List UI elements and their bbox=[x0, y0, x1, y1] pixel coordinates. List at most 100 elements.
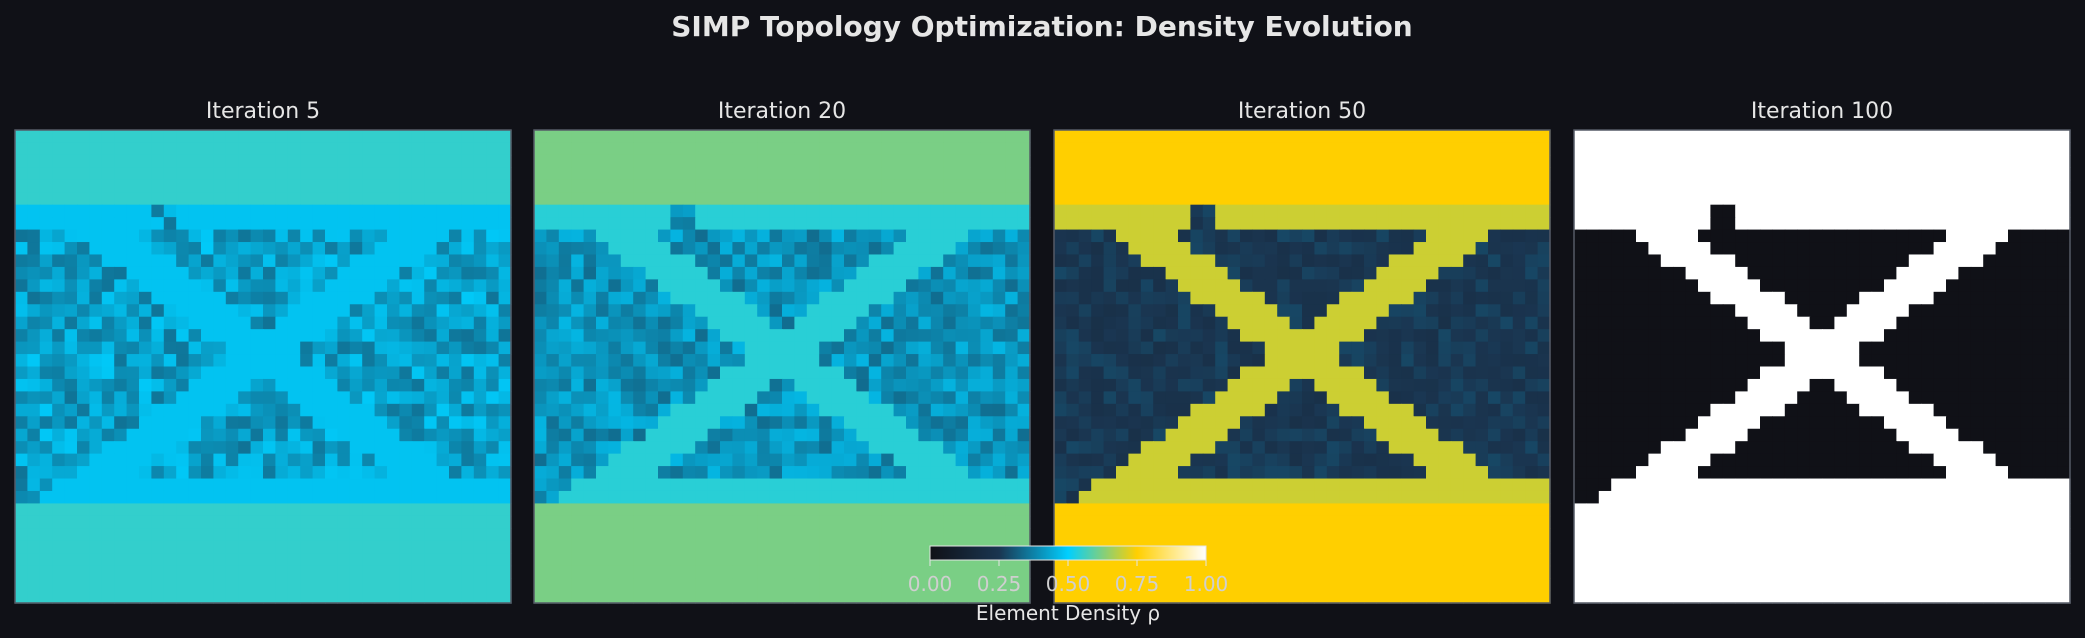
density-cell bbox=[930, 329, 944, 343]
density-cell bbox=[1128, 466, 1142, 480]
density-cell bbox=[633, 217, 647, 231]
density-cell bbox=[2045, 142, 2059, 156]
density-cell bbox=[819, 528, 833, 542]
density-cell bbox=[1351, 291, 1365, 305]
density-cell bbox=[64, 266, 78, 280]
density-cell bbox=[682, 217, 696, 231]
density-cell bbox=[1488, 167, 1501, 181]
density-cell bbox=[918, 179, 932, 193]
density-cell bbox=[782, 553, 795, 567]
density-cell bbox=[1054, 142, 1067, 156]
density-cell bbox=[546, 403, 560, 417]
density-cell bbox=[1351, 167, 1365, 181]
density-cell bbox=[1264, 378, 1278, 392]
density-cell bbox=[695, 229, 709, 243]
density-cell bbox=[1413, 540, 1427, 554]
density-cell bbox=[1326, 279, 1340, 293]
density-cell bbox=[955, 403, 969, 417]
density-cell bbox=[844, 304, 857, 318]
density-cell bbox=[720, 167, 733, 181]
density-cell bbox=[461, 565, 475, 579]
density-cell bbox=[89, 217, 103, 231]
density-cell bbox=[486, 341, 500, 355]
density-cell bbox=[1326, 578, 1340, 592]
density-cell bbox=[188, 341, 202, 355]
density-cell bbox=[856, 254, 870, 268]
density-cell bbox=[844, 490, 857, 505]
density-cell bbox=[794, 341, 808, 355]
density-cell bbox=[1388, 204, 1402, 218]
density-cell bbox=[868, 428, 882, 442]
density-cell bbox=[399, 503, 413, 517]
density-cell bbox=[534, 503, 547, 517]
density-cell bbox=[844, 204, 857, 218]
density-cell bbox=[1871, 142, 1885, 156]
density-cell bbox=[2057, 142, 2071, 156]
density-cell bbox=[325, 204, 338, 218]
density-cell bbox=[620, 316, 634, 330]
density-cell bbox=[461, 590, 475, 604]
density-cell bbox=[608, 179, 622, 193]
density-cell bbox=[300, 279, 314, 293]
density-cell bbox=[213, 316, 227, 330]
density-cell bbox=[498, 391, 512, 405]
density-cell bbox=[1426, 428, 1439, 442]
density-cell bbox=[707, 130, 721, 144]
density-cell bbox=[300, 590, 314, 604]
density-cell bbox=[782, 366, 795, 380]
density-cell bbox=[794, 503, 808, 517]
density-cell bbox=[436, 204, 450, 218]
density-cell bbox=[349, 391, 363, 405]
density-cell bbox=[1078, 179, 1092, 193]
density-cell bbox=[596, 229, 609, 243]
density-cell bbox=[1116, 565, 1129, 579]
density-cell bbox=[27, 391, 41, 405]
density-cell bbox=[1463, 466, 1477, 480]
density-cell bbox=[955, 515, 969, 529]
density-cell bbox=[238, 242, 252, 256]
density-cell bbox=[980, 590, 994, 604]
density-cell bbox=[1574, 154, 1587, 168]
density-cell bbox=[126, 291, 140, 305]
density-cell bbox=[596, 279, 609, 293]
density-cell bbox=[486, 490, 500, 505]
density-cell bbox=[449, 142, 462, 156]
density-cell bbox=[1314, 366, 1328, 380]
density-cell bbox=[1512, 528, 1526, 542]
density-cell bbox=[77, 428, 90, 442]
density-cell bbox=[583, 142, 597, 156]
density-cell bbox=[1103, 154, 1117, 168]
density-cell bbox=[1438, 217, 1452, 231]
density-cell bbox=[695, 416, 709, 430]
density-cell bbox=[64, 553, 78, 567]
density-cell bbox=[1054, 204, 1067, 218]
density-cell bbox=[1500, 416, 1514, 430]
density-cell bbox=[1426, 528, 1439, 542]
density-cell bbox=[1970, 204, 1984, 218]
density-cell bbox=[436, 503, 450, 517]
density-cell bbox=[399, 428, 413, 442]
density-cell bbox=[645, 466, 659, 480]
density-cell bbox=[1128, 503, 1142, 517]
density-cell bbox=[486, 466, 500, 480]
density-cell bbox=[1488, 316, 1501, 330]
density-cell bbox=[1302, 553, 1315, 567]
density-cell bbox=[1648, 179, 1662, 193]
density-cell bbox=[1116, 254, 1129, 268]
density-cell bbox=[968, 167, 981, 181]
density-cell bbox=[1364, 130, 1377, 144]
density-cell bbox=[906, 478, 919, 492]
density-cell bbox=[534, 204, 547, 218]
density-cell bbox=[449, 528, 462, 542]
density-cell bbox=[1500, 515, 1514, 529]
density-cell bbox=[732, 142, 746, 156]
density-cell bbox=[1685, 167, 1699, 181]
density-cell bbox=[744, 167, 758, 181]
density-cell bbox=[695, 403, 709, 417]
density-cell bbox=[349, 130, 363, 144]
density-cell bbox=[1488, 366, 1501, 380]
density-cell bbox=[1710, 217, 1724, 231]
density-cell bbox=[411, 254, 425, 268]
density-cell bbox=[52, 466, 66, 480]
density-cell bbox=[1488, 540, 1501, 554]
